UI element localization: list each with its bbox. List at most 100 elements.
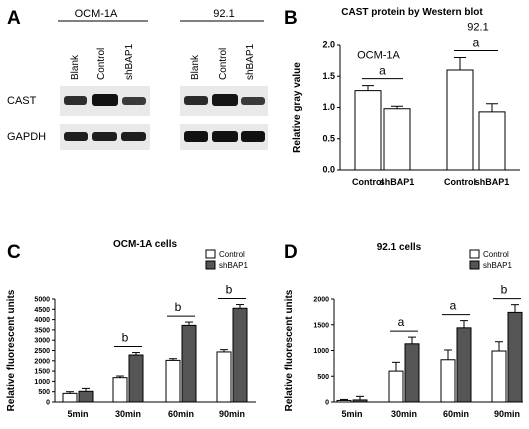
y-tick-label: 0.5 [322, 133, 335, 143]
x-tick-label: Control [444, 177, 476, 187]
band-cast-control-1 [92, 94, 118, 106]
bar-shbap1-30min [404, 343, 420, 403]
legend-label-shbap1: shBAP1 [219, 261, 248, 270]
legend-label-control: Control [483, 250, 509, 259]
bar-control-30min [388, 370, 404, 403]
significance-label: a [450, 299, 457, 313]
bar-shbap1-1 [383, 108, 411, 171]
bar-shbap1-90min [232, 307, 248, 403]
y-tick-label: 0 [325, 400, 329, 407]
y-tick-label: 2000 [313, 297, 329, 304]
bar-control-90min [491, 350, 507, 403]
x-tick-label: 30min [391, 409, 417, 419]
panel-c-label: C [7, 242, 21, 263]
y-tick-label: 4500 [34, 307, 50, 314]
y-axis-label: Relative fluorescent units [6, 289, 17, 411]
panel-d-label: D [284, 242, 298, 263]
y-tick-label: 1500 [313, 322, 329, 329]
lane-label-shbap1-2: shBAP1 [245, 43, 256, 80]
x-tick-label: 5min [67, 409, 88, 419]
bar-control-5min [336, 399, 352, 403]
x-tick-label: Control [352, 177, 384, 187]
band-gapdh-shbap1-2 [241, 131, 265, 142]
group-label-92-1: 92.1 [213, 8, 234, 20]
band-gapdh-control-2 [212, 131, 238, 142]
row-label-gapdh: GAPDH [7, 131, 46, 143]
panel-c-chart: C OCM-1A cells 0 500 1000 1500 2000 2500 3000 35… [6, 239, 256, 419]
y-tick-label: 1000 [34, 379, 50, 386]
x-tick-label: 5min [341, 409, 362, 419]
bar-control-2 [446, 69, 474, 171]
group-label: OCM-1A [357, 50, 400, 62]
bar-shbap1-60min [456, 327, 472, 403]
x-tick-label: shBAP1 [380, 177, 415, 187]
band-cast-control-2 [212, 94, 238, 106]
bar-control-60min [165, 359, 181, 403]
y-axis-label: Relative gray value [292, 62, 303, 153]
row-label-cast: CAST [7, 95, 37, 107]
lane-label-control-1: Control [96, 48, 107, 80]
y-tick-label: 3000 [34, 338, 50, 345]
x-tick-label: 90min [219, 409, 245, 419]
significance-label: a [473, 36, 480, 50]
significance-label: b [175, 300, 182, 314]
band-gapdh-shbap1-1 [121, 132, 146, 141]
panel-b-chart: B CAST protein by Western blot 0.0 0.5 1.0 1… [284, 7, 520, 187]
legend-label-control: Control [219, 250, 245, 259]
band-gapdh-blank-1 [64, 132, 88, 141]
y-tick-label: 1500 [34, 369, 50, 376]
bar-control-60min [440, 359, 456, 403]
significance-label: b [122, 331, 129, 345]
panel-b-label: B [284, 8, 298, 29]
y-tick-label: 0.0 [322, 165, 335, 175]
bar-control-0 [354, 90, 382, 171]
band-cast-shbap1-1 [122, 97, 146, 105]
lane-label-shbap1-1: shBAP1 [124, 43, 135, 80]
x-tick-label: 30min [115, 409, 141, 419]
chart-title: OCM-1A cells [113, 239, 178, 250]
x-tick-label: 60min [168, 409, 194, 419]
panel-d-chart: D 92.1 cells 0 500 1000 1500 2000 Relative flu… [284, 242, 523, 419]
significance-label: b [226, 283, 233, 297]
group-label: 92.1 [467, 22, 488, 34]
band-gapdh-control-1 [92, 132, 117, 141]
significance-label: a [379, 64, 386, 78]
panel-a-western-blot: A OCM-1A 92.1 Blank Control shBAP1 Blank… [7, 8, 268, 150]
y-tick-label: 2000 [34, 358, 50, 365]
bar-shbap1-60min [181, 324, 197, 403]
y-tick-label: 5000 [34, 297, 50, 304]
legend-swatch-control [469, 249, 480, 259]
y-tick-label: 2500 [34, 348, 50, 355]
y-tick-label: 1.0 [322, 102, 335, 112]
y-tick-label: 500 [317, 374, 329, 381]
y-tick-label: 2.0 [322, 40, 335, 50]
y-tick-label: 3500 [34, 327, 50, 334]
bar-shbap1-5min [352, 399, 368, 403]
x-tick-label: shBAP1 [475, 177, 510, 187]
x-tick-label: 90min [494, 409, 520, 419]
band-cast-blank-1 [64, 96, 87, 105]
bar-shbap1-3 [478, 111, 506, 171]
band-cast-blank-2 [184, 96, 208, 105]
chart-title: CAST protein by Western blot [341, 7, 483, 18]
y-tick-label: 1000 [313, 348, 329, 355]
x-tick-label: 60min [443, 409, 469, 419]
group-label-ocm1a: OCM-1A [75, 8, 118, 20]
y-axis-label: Relative fluorescent units [284, 289, 295, 411]
legend-swatch-shbap1 [469, 260, 480, 270]
band-gapdh-blank-2 [184, 131, 208, 142]
legend-swatch-control [205, 249, 216, 259]
bar-shbap1-30min [128, 354, 144, 403]
y-tick-label: 500 [38, 389, 50, 396]
significance-label: a [398, 315, 405, 329]
y-tick-label: 4000 [34, 317, 50, 324]
legend-label-shbap1: shBAP1 [483, 261, 512, 270]
y-tick-label: 1.5 [322, 71, 335, 81]
bar-control-90min [216, 351, 232, 403]
bar-shbap1-5min [78, 390, 94, 403]
lane-label-blank-1: Blank [70, 54, 81, 80]
bar-control-30min [112, 377, 128, 403]
bar-shbap1-90min [507, 311, 523, 403]
y-tick-label: 0 [46, 400, 50, 407]
